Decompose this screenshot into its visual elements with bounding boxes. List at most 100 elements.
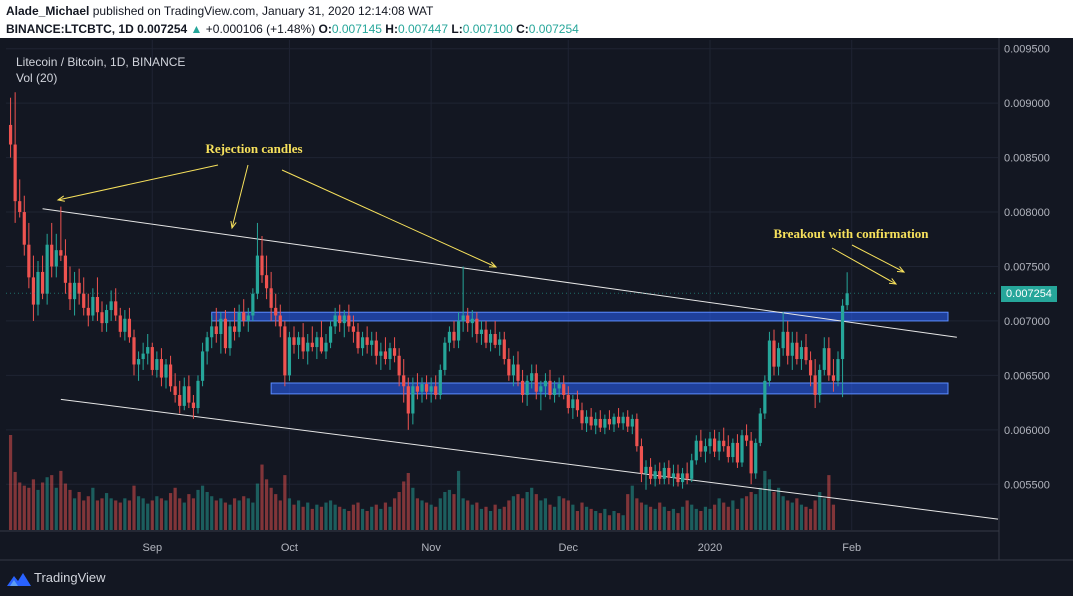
candle-body (580, 410, 584, 424)
volume-bar (379, 508, 383, 530)
price-chart[interactable]: Rejection candles Breakout with confirma… (0, 38, 1073, 564)
candle-body (379, 351, 383, 356)
breakout-arrow-1-head (888, 278, 898, 285)
candle-body (635, 418, 639, 447)
candle-body (155, 359, 159, 370)
candle-body (799, 347, 804, 360)
candle-body (456, 320, 461, 341)
candle-body (200, 351, 205, 381)
y-tick-label: 0.008000 (1004, 207, 1050, 219)
tradingview-brand[interactable]: TradingView (34, 570, 106, 585)
chart-background (0, 38, 1073, 564)
volume-bar (301, 506, 305, 530)
candle-body (310, 342, 314, 348)
volume-bar (187, 494, 191, 530)
volume-bar (813, 500, 817, 530)
candle-body (63, 255, 68, 283)
candle-body (127, 318, 132, 338)
candle-body (639, 446, 644, 474)
volume-bar (658, 502, 662, 530)
volume-bars (8, 435, 836, 530)
volume-bar (383, 502, 388, 530)
volume-bar (420, 500, 424, 530)
candle-body (168, 364, 173, 387)
volume-bar (763, 470, 767, 530)
candle-body (141, 353, 145, 360)
volume-bar (516, 494, 520, 530)
candle-body (274, 307, 278, 316)
volume-bar (676, 513, 680, 530)
candle-body (18, 201, 22, 213)
candle-body (328, 326, 333, 343)
volume-bar (333, 504, 337, 530)
candle-body (383, 351, 388, 360)
publisher-name[interactable]: Alade_Michael (6, 4, 90, 18)
symbol-label: BINANCE:LTCBTC, 1D (6, 22, 134, 36)
volume-bar (781, 496, 785, 530)
volume-bar (648, 506, 653, 530)
volume-bar (488, 511, 493, 530)
volume-bar (63, 483, 68, 530)
candle-body (461, 315, 465, 321)
volume-bar (31, 479, 36, 530)
volume-bar (703, 506, 708, 530)
candle-body (196, 380, 200, 409)
volume-bar (438, 498, 442, 530)
volume-bar (822, 498, 826, 530)
volume-bar (786, 500, 790, 530)
low-label: L: (451, 22, 463, 36)
price-change: +0.000106 (+1.48%) (205, 22, 316, 36)
candle-body (836, 359, 840, 381)
candle-body (159, 359, 164, 378)
volume-bar (360, 508, 365, 530)
candle-body (100, 312, 104, 324)
x-tick-label: Oct (281, 542, 298, 554)
candle-body (27, 244, 31, 278)
candle-body (287, 337, 292, 376)
volume-bar (520, 498, 525, 530)
volume-bar (552, 506, 557, 530)
volume-bar (685, 500, 689, 530)
candle-body (315, 337, 319, 348)
candle-body (612, 416, 616, 425)
volume-bar (178, 498, 182, 530)
channel-lines (42, 208, 999, 520)
high-label: H: (385, 22, 398, 36)
volume-bar (214, 500, 218, 530)
candle-body (754, 442, 758, 474)
volume-bar (242, 496, 246, 530)
y-tick-label: 0.006500 (1004, 370, 1050, 382)
volume-bar (13, 471, 17, 530)
volume-bar (269, 487, 273, 530)
legend-title[interactable]: Litecoin / Bitcoin, 1D, BINANCE (16, 55, 186, 69)
candle-body (333, 315, 337, 327)
volume-bar (708, 508, 712, 530)
volume-bar (639, 502, 644, 530)
tradingview-logo-icon[interactable] (7, 572, 31, 586)
volume-bar (434, 506, 438, 530)
volume-bar (18, 482, 22, 530)
candle-body (598, 418, 602, 428)
candle-body (571, 399, 575, 409)
candle-body (269, 288, 273, 308)
legend-volume[interactable]: Vol (20) (16, 71, 58, 85)
volume-bar (475, 502, 479, 530)
volume-bar (502, 506, 506, 530)
candle-body (22, 212, 26, 245)
volume-bar (200, 485, 205, 530)
open-value: 0.007145 (331, 22, 382, 36)
candle-body (603, 418, 607, 428)
volume-bar (776, 487, 781, 530)
volume-bar (146, 503, 150, 530)
volume-bar (127, 500, 132, 530)
volume-bar (735, 508, 740, 530)
volume-bar (324, 502, 328, 530)
candle-body (36, 271, 40, 305)
volume-bar (95, 500, 100, 530)
breakout-arrow-1 (831, 247, 897, 285)
volume-bar (680, 506, 685, 530)
volume-bar (598, 513, 602, 530)
volume-bar (671, 508, 676, 530)
candle-body (607, 418, 612, 425)
volume-bar (370, 506, 374, 530)
